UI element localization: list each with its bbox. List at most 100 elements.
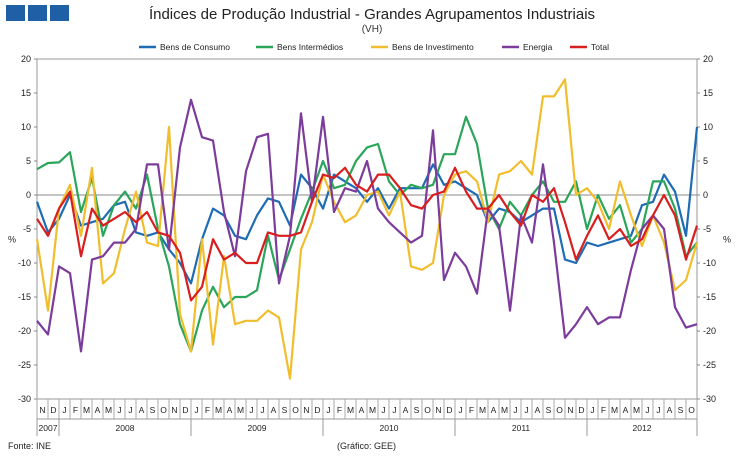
x-tick-label: J [128,405,132,415]
x-tick-label: O [424,405,431,415]
x-tick-label: M [83,405,90,415]
x-tick-label: J [249,405,253,415]
series-line-bens-de-investimento [35,78,699,380]
year-label: 2012 [633,423,652,433]
y-tick-label-left: -15 [18,292,31,302]
x-tick-label: A [227,405,233,415]
x-tick-label: N [435,405,441,415]
series-line-bens-interm-dios [36,115,698,353]
x-tick-label: J [326,405,330,415]
x-tick-label: A [623,405,629,415]
x-tick-label: M [501,405,508,415]
x-tick-label: J [117,405,121,415]
legend-label: Total [591,42,609,52]
year-label: 2008 [116,423,135,433]
x-tick-label: M [369,405,376,415]
x-tick-label: M [215,405,222,415]
series-line-energia [36,98,698,353]
y-tick-label-left: 20 [21,54,31,64]
x-tick-label: J [260,405,264,415]
source-note: Fonte: INE [8,441,52,451]
credit-note: (Gráfico: GEE) [337,441,397,451]
x-tick-label: M [105,405,112,415]
x-tick-label: A [359,405,365,415]
x-tick-label: M [633,405,640,415]
year-label: 2011 [512,423,531,433]
legend-label: Bens Intermédios [277,42,343,52]
chart-title: Índices de Produção Industrial - Grandes… [148,6,596,23]
x-tick-label: M [479,405,486,415]
x-tick-label: D [50,405,56,415]
x-tick-label: J [656,405,660,415]
chart-subtitle: (VH) [361,24,383,35]
y-axis-label-left: % [8,235,16,245]
y-tick-label-right: -20 [703,326,716,336]
x-tick-label: M [347,405,354,415]
x-tick-label: J [194,405,198,415]
y-tick-label-left: -5 [23,224,31,234]
y-tick-label-left: 15 [21,88,31,98]
legend-label: Energia [523,42,553,52]
x-tick-label: S [282,405,288,415]
series-line-bens-de-consumo [35,126,699,285]
x-tick-label: A [667,405,673,415]
x-tick-label: S [546,405,552,415]
x-tick-label: D [578,405,584,415]
x-tick-label: A [95,405,101,415]
legend-label: Bens de Consumo [160,42,230,52]
logo-square [50,5,69,21]
x-tick-label: N [567,405,573,415]
x-tick-label: J [458,405,462,415]
logo-square [6,5,25,21]
gee-logo-icon [6,5,69,21]
x-tick-label: A [139,405,145,415]
x-tick-label: J [513,405,517,415]
x-tick-label: J [392,405,396,415]
x-tick-label: J [524,405,528,415]
x-tick-label: S [150,405,156,415]
y-axis-label-right: % [723,235,731,245]
x-tick-label: O [292,405,299,415]
y-tick-label-right: 15 [703,88,713,98]
y-tick-label-left: -10 [18,258,31,268]
x-tick-label: O [688,405,695,415]
x-tick-label: F [205,405,210,415]
x-tick-label: S [414,405,420,415]
y-tick-label-right: 0 [703,190,708,200]
y-tick-label-left: -30 [18,394,31,404]
x-tick-label: N [303,405,309,415]
y-tick-label-left: 5 [26,156,31,166]
x-tick-label: J [590,405,594,415]
x-tick-label: O [556,405,563,415]
y-tick-label-right: -10 [703,258,716,268]
year-label: 2007 [39,423,58,433]
x-tick-label: S [678,405,684,415]
y-tick-label-right: -15 [703,292,716,302]
y-tick-label-left: 0 [26,190,31,200]
x-tick-label: J [645,405,649,415]
y-tick-label-left: 10 [21,122,31,132]
x-tick-label: J [62,405,66,415]
y-tick-label-left: -25 [18,360,31,370]
y-tick-label-right: 5 [703,156,708,166]
x-tick-label: A [271,405,277,415]
x-tick-label: A [535,405,541,415]
year-label: 2009 [248,423,267,433]
x-tick-label: F [469,405,474,415]
x-tick-label: N [39,405,45,415]
x-tick-label: J [381,405,385,415]
x-tick-label: M [611,405,618,415]
y-tick-label-right: -25 [703,360,716,370]
legend-label: Bens de Investimento [392,42,474,52]
year-label: 2010 [380,423,399,433]
x-tick-label: F [73,405,78,415]
x-tick-label: A [403,405,409,415]
x-tick-label: O [160,405,167,415]
x-tick-label: D [182,405,188,415]
y-tick-label-right: -5 [703,224,711,234]
y-tick-label-right: -30 [703,394,716,404]
y-tick-label-right: 10 [703,122,713,132]
x-tick-label: N [171,405,177,415]
x-tick-label: D [314,405,320,415]
